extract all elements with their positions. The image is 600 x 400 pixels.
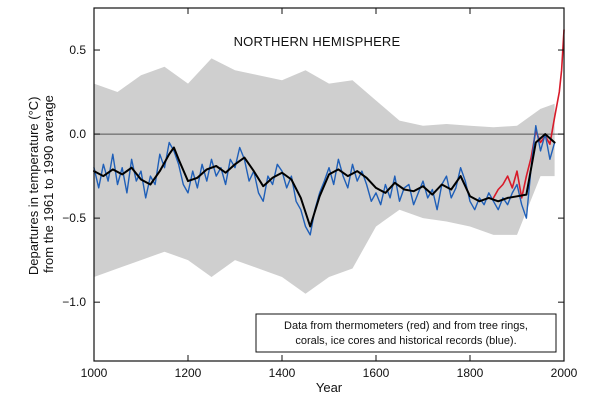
x-tick-label: 1400 xyxy=(269,366,296,380)
series-layer xyxy=(93,29,565,236)
y-axis-title-line-2: from the 1961 to 1990 average xyxy=(41,95,56,273)
y-tick-label: −1.0 xyxy=(62,295,86,309)
uncertainty-band xyxy=(94,58,555,294)
uncertainty-band-layer xyxy=(94,58,555,294)
annotation-line-2: corals, ice cores and historical records… xyxy=(295,335,516,347)
x-tick-label: 1800 xyxy=(457,366,484,380)
smoothed-series-line xyxy=(93,133,556,228)
plot-frame xyxy=(93,7,565,362)
y-tick-label: −0.5 xyxy=(62,211,86,225)
annotation-box: Data from thermometers (red) and from tr… xyxy=(255,313,557,353)
x-tick-label: 1200 xyxy=(175,366,202,380)
annotation-frame xyxy=(255,313,557,353)
thermometer-series-line xyxy=(492,29,565,199)
y-tick-label: 0.5 xyxy=(69,43,86,57)
x-tick-label: 2000 xyxy=(551,366,578,380)
y-axis-title-line-1: Departures in temperature (°C) xyxy=(26,97,41,276)
chart-title: NORTHERN HEMISPHERE xyxy=(234,34,401,49)
axis-tick-labels: 1000 1200 1400 1600 1800 2000 0.5 0.0 −0.5 −1.0 xyxy=(62,43,577,380)
annotation-line-1: Data from thermometers (red) and from tr… xyxy=(284,320,528,332)
x-axis-title: Year xyxy=(316,380,343,395)
x-tick-label: 1600 xyxy=(363,366,390,380)
y-tick-label: 0.0 xyxy=(69,127,86,141)
x-tick-label: 1000 xyxy=(81,366,108,380)
axis-ticks xyxy=(93,8,565,361)
proxy-series-line xyxy=(93,124,556,236)
y-axis-title: Departures in temperature (°C) from the … xyxy=(26,93,56,275)
